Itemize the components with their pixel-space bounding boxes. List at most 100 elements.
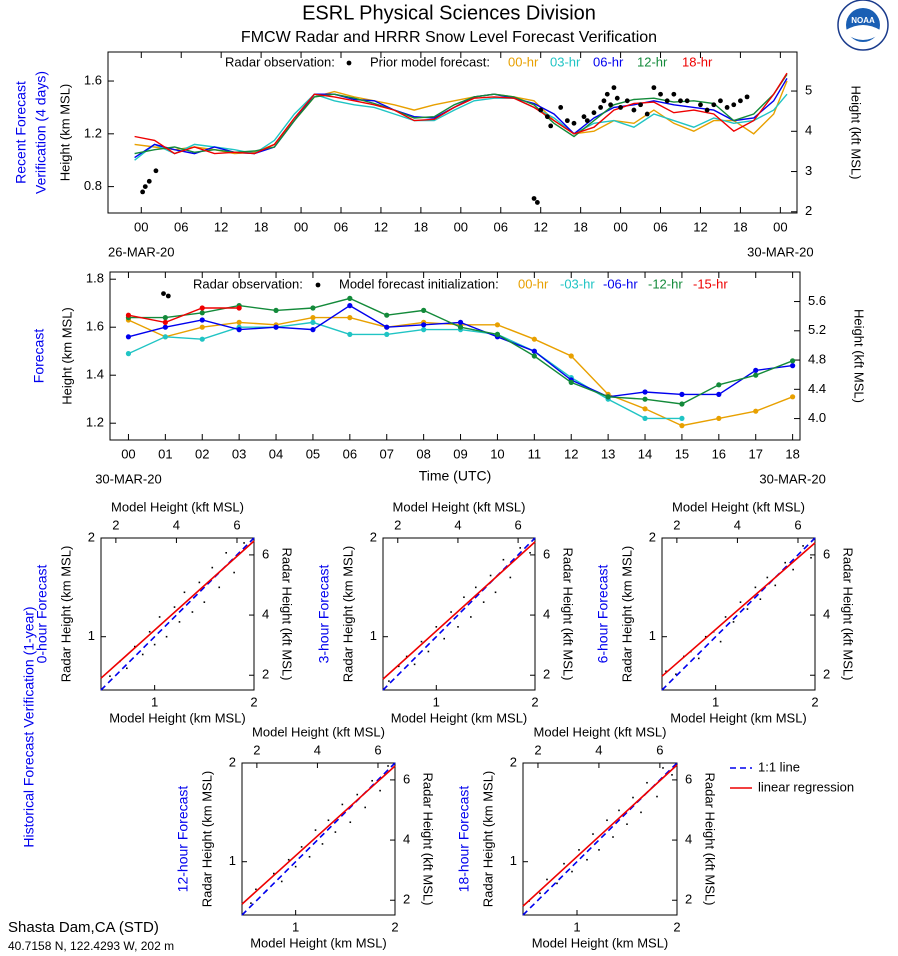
forecast-point [384, 312, 390, 318]
y2-tick-label: 5 [805, 82, 812, 97]
radar-observation [651, 85, 657, 91]
x-tick-label: 06 [494, 219, 508, 234]
radar-observation [140, 189, 146, 195]
x2-tick-label: 4 [734, 517, 741, 532]
scatter-point [802, 545, 804, 547]
radar-observation [584, 118, 590, 124]
scatter-point [280, 880, 283, 883]
scatter-point [598, 849, 600, 851]
scatter-point [427, 650, 430, 653]
y2-tick-label: 4.0 [808, 410, 826, 425]
legend-label: -15-hr [693, 276, 728, 291]
scatter-point [662, 767, 664, 769]
forecast-point [642, 406, 648, 412]
forecast-point [679, 401, 685, 407]
forecast-point [679, 391, 685, 397]
logo-text: NOAA [851, 16, 875, 25]
reference-line [661, 542, 816, 677]
x2-tick-label: 6 [794, 517, 801, 532]
plot-frame [661, 537, 816, 691]
forecast-point [125, 334, 132, 340]
scatter-point [626, 823, 628, 825]
radar-observation [614, 95, 620, 101]
y-tick-label: 1.2 [84, 125, 102, 140]
forecast-point [162, 324, 168, 330]
radar-observation [548, 123, 554, 129]
forecast-point [273, 324, 279, 330]
scatter-point [489, 574, 492, 577]
radar-observation [534, 200, 540, 205]
reference-line [661, 537, 816, 691]
legend-label: -03-hr [560, 276, 595, 291]
x-tick-label: 2 [391, 919, 398, 934]
y2-tick-label: 5.6 [808, 293, 826, 308]
y2-tick-label: 5.2 [808, 322, 826, 337]
forecast-point [642, 396, 648, 402]
scatter-point [529, 552, 531, 554]
scatter-point [153, 643, 156, 646]
y2-tick-label: 6 [262, 546, 269, 561]
scatter-title: 12-hour Forecast [175, 786, 191, 893]
x-tick-label: 00 [613, 219, 627, 234]
x-tick-label: 1 [151, 694, 158, 709]
forecast-point [125, 351, 132, 357]
radar-observation [531, 196, 537, 201]
x-tick-label: 06 [334, 219, 348, 234]
y2-tick-label: 6 [685, 771, 692, 786]
y2-axis-label: Radar Height (kft MSL) [421, 773, 436, 906]
x2-tick-label: 6 [233, 517, 240, 532]
y2-tick-label: 6 [543, 546, 550, 561]
scatter-point [646, 781, 648, 784]
scatter-point [519, 547, 521, 549]
x-tick-label: 06 [174, 219, 188, 234]
scatter-point [509, 576, 512, 579]
x-tick-label: 04 [269, 446, 283, 461]
x-tick-label: 00 [773, 219, 787, 234]
forecast-point [753, 372, 759, 378]
scatter-point [578, 849, 580, 851]
x-tick-label: 01 [158, 446, 172, 461]
y2-tick-label: 4 [805, 123, 812, 138]
forecast-point [568, 379, 574, 385]
legend-label: 06-hr [593, 54, 624, 69]
scatter-point [211, 566, 214, 569]
y2-tick-label: 2 [823, 667, 830, 682]
y-axis-label: Radar Height (km MSL) [480, 771, 495, 908]
legend-label: Radar observation: [225, 54, 335, 69]
radar-observation [731, 102, 737, 108]
y-tick-label: 2 [370, 529, 377, 544]
forecast-point [347, 331, 353, 337]
scatter-point [457, 626, 459, 628]
scatter-point [784, 561, 786, 564]
radar-observation [538, 107, 544, 113]
forecast-point [531, 353, 537, 359]
forecast-point [790, 394, 796, 400]
x-tick-label: 18 [573, 219, 587, 234]
radar-observation [631, 107, 637, 113]
x-tick-label: 12 [374, 219, 388, 234]
y2-tick-label: 4 [823, 607, 830, 622]
forecast-point [347, 315, 353, 321]
radar-observation [744, 94, 750, 100]
scatter-point [148, 630, 151, 633]
radar-observation [618, 105, 623, 110]
scatter-point [470, 616, 472, 618]
x-axis-label: Model Height (km MSL) [670, 710, 807, 725]
y2-tick-label: 6 [823, 546, 830, 561]
radar-observation [724, 105, 730, 110]
radar-observation [146, 178, 152, 184]
forecast-point [753, 367, 759, 373]
scatter-point [482, 601, 485, 603]
y2-tick-label: 4 [262, 607, 269, 622]
scatter-point [198, 581, 201, 584]
legend-label: 00-hr [518, 276, 549, 291]
x-axis-label: Model Height (km MSL) [109, 710, 246, 725]
radar-observation [638, 102, 643, 108]
scatter-point [133, 645, 136, 648]
scatter-point [502, 558, 505, 561]
radar-observation [601, 98, 607, 104]
scatter-point [632, 796, 634, 799]
reference-line [382, 541, 536, 680]
forecast-point [790, 363, 796, 369]
noaa-logo: NOAA [837, 0, 889, 51]
